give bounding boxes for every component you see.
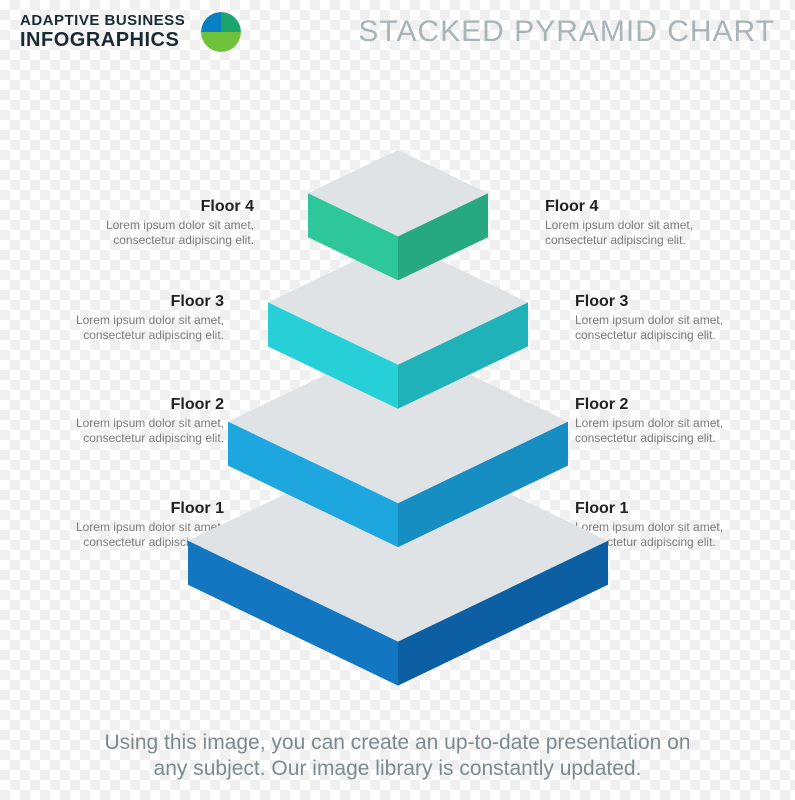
label-left-floor3: Floor 3 Lorem ipsum dolor sit amet, cons…: [44, 293, 224, 343]
label-right-floor4: Floor 4 Lorem ipsum dolor sit amet, cons…: [545, 198, 725, 248]
label-body: Lorem ipsum dolor sit amet, consectetur …: [575, 313, 755, 343]
brand-block: ADAPTIVE BUSINESS INFOGRAPHICS: [20, 13, 185, 52]
label-left-floor2: Floor 2 Lorem ipsum dolor sit amet, cons…: [44, 396, 224, 446]
footer-line2: any subject. Our image library is consta…: [154, 757, 642, 780]
pyramid-chart: [0, 90, 795, 650]
logo-icon: [201, 12, 241, 52]
brand-line1: ADAPTIVE BUSINESS: [20, 13, 185, 30]
brand-line2: INFOGRAPHICS: [20, 29, 185, 51]
label-right-floor3: Floor 3 Lorem ipsum dolor sit amet, cons…: [575, 293, 755, 343]
label-body: Lorem ipsum dolor sit amet, consectetur …: [545, 218, 725, 248]
label-heading: Floor 4: [74, 198, 254, 216]
pyramid-layer-floor4: [308, 150, 488, 280]
label-heading: Floor 3: [575, 293, 755, 311]
label-heading: Floor 4: [545, 198, 725, 216]
header: ADAPTIVE BUSINESS INFOGRAPHICS STACKED P…: [0, 0, 795, 52]
chart-title: STACKED PYRAMID CHART: [358, 15, 775, 49]
footer-caption: Using this image, you can create an up-t…: [0, 730, 795, 783]
label-heading: Floor 2: [575, 396, 755, 414]
label-heading: Floor 3: [44, 293, 224, 311]
label-left-floor4: Floor 4 Lorem ipsum dolor sit amet, cons…: [74, 198, 254, 248]
label-body: Lorem ipsum dolor sit amet, consectetur …: [74, 218, 254, 248]
label-right-floor2: Floor 2 Lorem ipsum dolor sit amet, cons…: [575, 396, 755, 446]
label-heading: Floor 2: [44, 396, 224, 414]
footer-line1: Using this image, you can create an up-t…: [104, 731, 690, 754]
label-body: Lorem ipsum dolor sit amet, consectetur …: [44, 313, 224, 343]
